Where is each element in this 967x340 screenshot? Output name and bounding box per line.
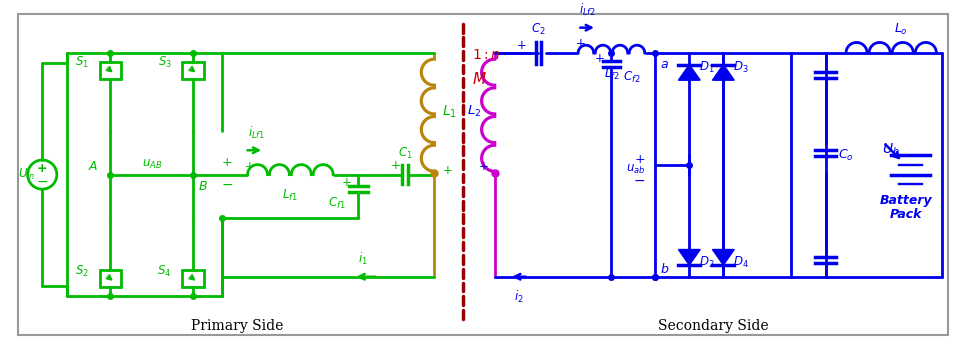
Text: −: −	[37, 174, 48, 188]
Text: Pack: Pack	[890, 208, 923, 221]
Text: $1:n$: $1:n$	[472, 48, 501, 62]
Bar	[100, 270, 121, 287]
Text: $+$: $+$	[515, 39, 526, 52]
Text: +: +	[479, 160, 489, 173]
Text: $+$: $+$	[595, 52, 605, 65]
Text: $+$: $+$	[575, 37, 586, 50]
Text: $+$: $+$	[341, 176, 352, 189]
Text: $L_2$: $L_2$	[467, 104, 481, 119]
Text: $i_1$: $i_1$	[359, 251, 368, 267]
Text: $i_{Lf1}$: $i_{Lf1}$	[248, 124, 265, 140]
Text: $L_{f2}$: $L_{f2}$	[603, 67, 620, 82]
Text: $+$: $+$	[634, 153, 646, 167]
Text: $D_4$: $D_4$	[733, 255, 748, 270]
Text: Battery: Battery	[879, 194, 932, 207]
Text: $B$: $B$	[198, 180, 208, 193]
Text: $U_b$: $U_b$	[882, 142, 900, 158]
Text: $U_{in}$: $U_{in}$	[17, 167, 36, 182]
Text: Primary Side: Primary Side	[190, 319, 283, 334]
Text: $C_{f2}$: $C_{f2}$	[623, 70, 641, 85]
Text: $C_1$: $C_1$	[397, 146, 413, 161]
Text: $-$: $-$	[633, 172, 646, 186]
Text: $i_2$: $i_2$	[514, 288, 524, 305]
Polygon shape	[713, 65, 734, 80]
Text: $C_{f1}$: $C_{f1}$	[328, 196, 346, 211]
Text: $i_{Lf2}$: $i_{Lf2}$	[578, 2, 596, 18]
Text: $L_o$: $L_o$	[894, 22, 908, 37]
Text: $+$: $+$	[442, 164, 453, 177]
Bar	[183, 62, 204, 79]
Polygon shape	[679, 65, 700, 80]
Text: $A$: $A$	[88, 160, 99, 173]
Text: $+$: $+$	[390, 159, 400, 172]
Text: $C_2$: $C_2$	[531, 22, 545, 37]
Text: $D_2$: $D_2$	[699, 255, 715, 270]
Text: $-$: $-$	[221, 177, 233, 191]
Polygon shape	[713, 250, 734, 265]
Text: $D_3$: $D_3$	[733, 60, 748, 75]
Text: $L_{f1}$: $L_{f1}$	[282, 188, 298, 203]
Text: $+$: $+$	[245, 160, 254, 173]
Text: $D_1$: $D_1$	[699, 60, 715, 75]
Text: $S_3$: $S_3$	[158, 55, 172, 70]
Text: $L_1$: $L_1$	[442, 103, 457, 120]
Polygon shape	[679, 250, 700, 265]
Text: $C_o$: $C_o$	[838, 148, 854, 163]
Text: +: +	[37, 162, 47, 175]
Text: $S_4$: $S_4$	[158, 264, 172, 279]
Text: $S_2$: $S_2$	[75, 264, 89, 279]
Text: $a$: $a$	[660, 58, 669, 71]
Text: $S_1$: $S_1$	[75, 55, 89, 70]
Text: $M$: $M$	[472, 71, 487, 87]
Bar	[100, 62, 121, 79]
Text: $+$: $+$	[221, 156, 233, 169]
Text: Secondary Side: Secondary Side	[659, 319, 769, 334]
Text: $u_{ab}$: $u_{ab}$	[627, 163, 646, 176]
Text: $u_{AB}$: $u_{AB}$	[142, 158, 162, 171]
Bar	[183, 270, 204, 287]
Text: $b$: $b$	[660, 262, 669, 276]
